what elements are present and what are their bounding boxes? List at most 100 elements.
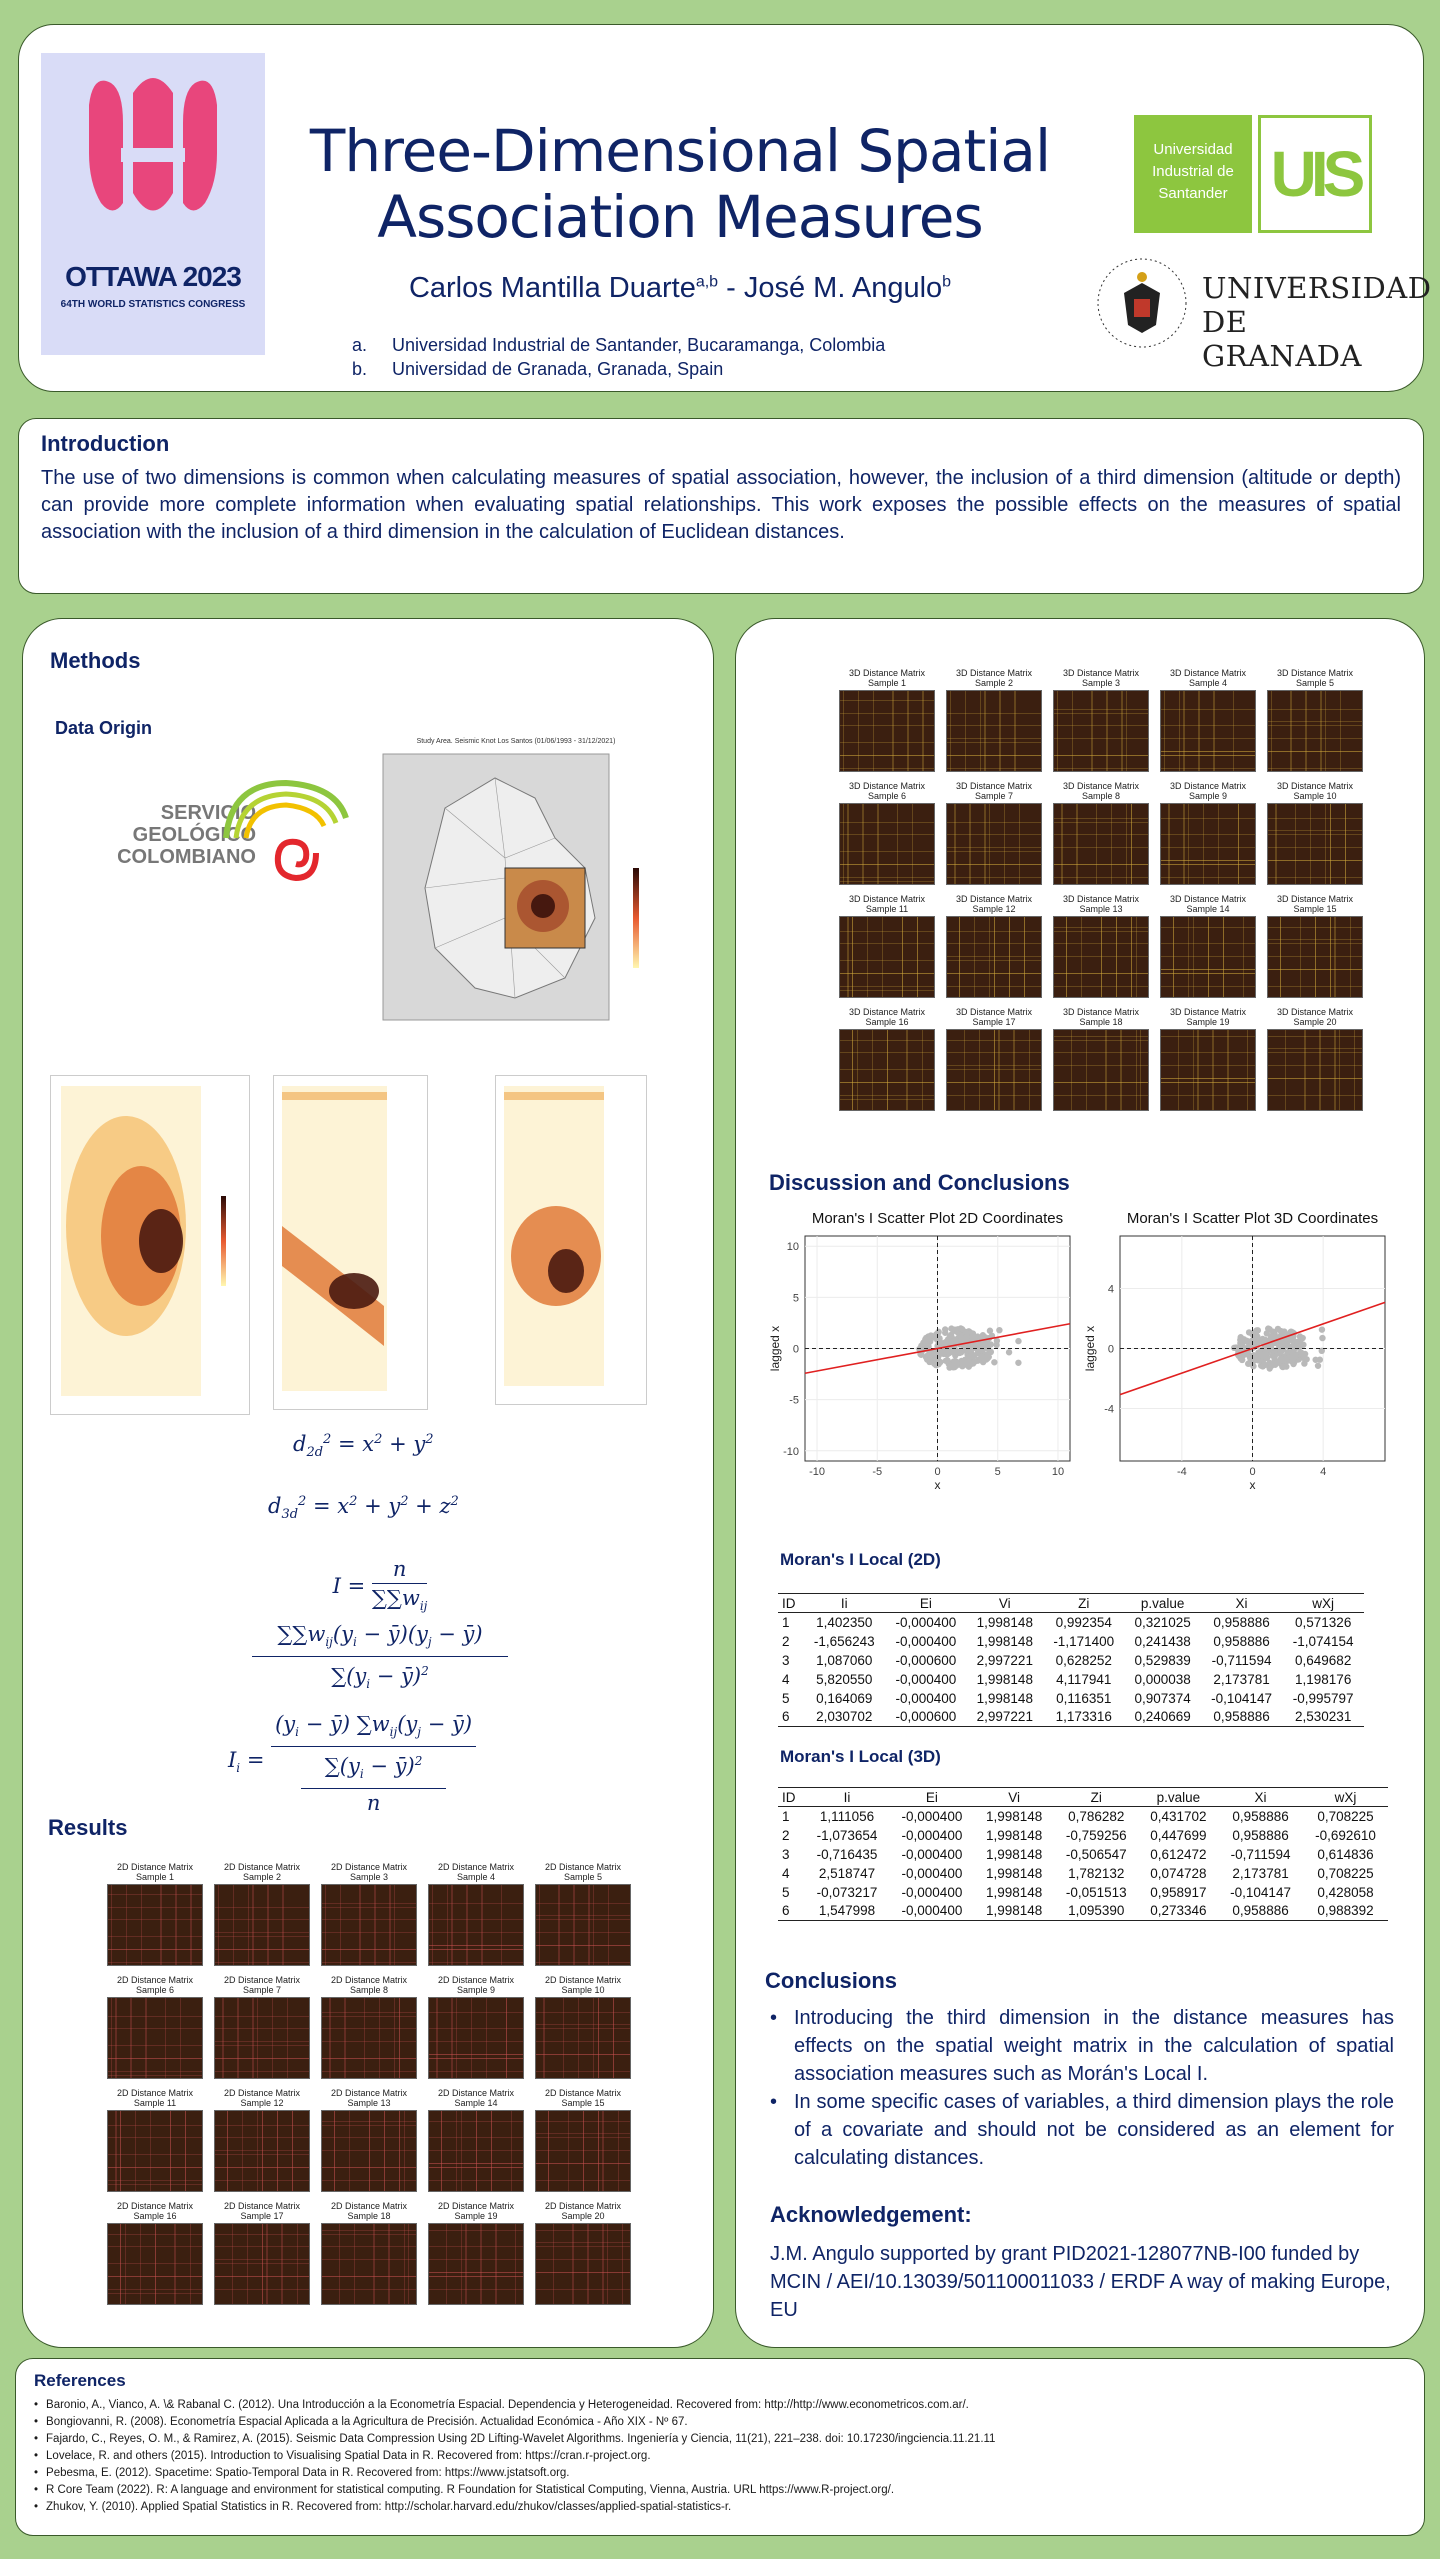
acknowledgement-heading: Acknowledgement:	[770, 2202, 972, 2227]
data-point	[1015, 1359, 1022, 1366]
table-row: 5 0,164069 -0,000400 1,998148 0,116351 0,9073…	[778, 1689, 1364, 1708]
table-header-cell: Ii	[803, 1593, 886, 1613]
matrix-label: 2D Distance Matrix Sample 2	[202, 1862, 322, 1882]
matrix-label: 3D Distance Matrix Sample 10	[1255, 781, 1375, 801]
matrix-label: 2D Distance Matrix Sample 13	[309, 2088, 429, 2108]
reference-item: Baronio, A., Vianco, A. \& Rabanal C. (2…	[34, 2397, 1406, 2414]
distance-matrix-image	[214, 2223, 310, 2305]
data-point	[969, 1360, 977, 1367]
table-cell: 0,958886	[1200, 1707, 1283, 1727]
y-axis-label: lagged x	[768, 1326, 782, 1371]
distance-matrix-image	[839, 1029, 935, 1111]
table-cell: -0,000400	[901, 1808, 963, 1824]
matrix-label: 2D Distance Matrix Sample 20	[523, 2201, 643, 2221]
epicenter-plot-1-graphic	[61, 1086, 226, 1396]
matrix-label-type: 2D Distance Matrix	[330, 1975, 408, 1985]
data-origin-heading: Data Origin	[55, 718, 153, 738]
table-cell: 1	[782, 1808, 790, 1824]
table-cell: 0,649682	[1295, 1652, 1352, 1668]
distance-matrix-image	[1053, 916, 1149, 998]
data-point	[1292, 1353, 1299, 1360]
matrix-label-sample: Sample 15	[561, 2098, 605, 2108]
table-cell: -1,656243	[813, 1633, 875, 1649]
matrix-label-type: 2D Distance Matrix	[437, 2201, 515, 2211]
matrix-label-type: 2D Distance Matrix	[116, 2088, 194, 2098]
table-cell: -0,506547	[1065, 1846, 1127, 1862]
discussion-heading: Discussion and Conclusions	[769, 1170, 1070, 1195]
matrix-label-sample: Sample 12	[972, 904, 1016, 914]
data-point	[951, 1347, 958, 1355]
table-cell: 0,992354	[1055, 1614, 1112, 1630]
matrix-label-type: 2D Distance Matrix	[223, 2088, 301, 2098]
matrix-label-type: 2D Distance Matrix	[437, 2088, 515, 2098]
table-row: 4 2,518747 -0,000400 1,998148 1,782132 0,0747…	[778, 1864, 1388, 1883]
matrix-label-sample: Sample 20	[561, 2211, 605, 2221]
table-row: 3 1,087060 -0,000600 2,997221 0,628252 0,5298…	[778, 1651, 1364, 1670]
references-list: Baronio, A., Vianco, A. \& Rabanal C. (2…	[34, 2397, 1406, 2516]
authors: Carlos Mantilla Duartea,b - José M. Angu…	[380, 272, 980, 305]
table-header-row: ID Ii Ei Vi Zi p.value Xi wXj	[778, 1593, 1364, 1613]
moran-2d-heading: Moran's I Local (2D)	[780, 1550, 941, 1569]
data-point	[996, 1326, 1003, 1334]
data-point	[1278, 1329, 1285, 1337]
table-cell: -0,711594	[1230, 1846, 1291, 1862]
distance-matrix-image	[535, 1884, 631, 1966]
matrix-label-type: 3D Distance Matrix	[848, 894, 926, 904]
matrix-label: 3D Distance Matrix Sample 16	[827, 1007, 947, 1027]
moran-scatter-3d-plot: -4 0 4 -4 0 4 x lagged x	[1083, 1235, 1386, 1492]
distance-matrix-image	[1267, 916, 1363, 998]
distance-matrix-image	[839, 916, 935, 998]
matrix-label-type: 2D Distance Matrix	[544, 2201, 622, 2211]
matrix-label-type: 3D Distance Matrix	[1276, 894, 1354, 904]
matrix-label-sample: Sample 17	[972, 1017, 1016, 1027]
table-cell: -0,000400	[895, 1671, 957, 1687]
table-cell: 1,998148	[985, 1827, 1043, 1843]
matrix-label-type: 3D Distance Matrix	[1169, 781, 1247, 791]
epicenter-plot-3	[495, 1075, 647, 1405]
table-cell: 0,241438	[1134, 1633, 1191, 1649]
y-tick-label: -10	[783, 1446, 799, 1458]
moran-scatter-2d: Moran's I Scatter Plot 2D Coordinates -1…	[765, 1210, 1080, 1505]
table-cell: 0,958886	[1213, 1633, 1270, 1649]
table-cell: 0,614836	[1317, 1846, 1374, 1862]
map-plot	[382, 753, 639, 1021]
moran-scatter-3d: Moran's I Scatter Plot 3D Coordinates -4…	[1080, 1210, 1395, 1505]
data-point	[1230, 1344, 1238, 1352]
author-separator: -	[718, 272, 744, 304]
matrix-label: 2D Distance Matrix Sample 7	[202, 1975, 322, 1995]
data-point	[1005, 1349, 1013, 1356]
formula-3d-distance: d3d2 = x2 + y2 + z2	[268, 1494, 459, 1523]
introduction-panel: Introduction The use of two dimensions i…	[18, 418, 1424, 594]
y-tick-label: 0	[793, 1344, 799, 1356]
table-cell: 0,988392	[1303, 1901, 1388, 1921]
matrix-label-sample: Sample 5	[563, 1872, 603, 1882]
isi-city: OTTAWA 2023	[65, 261, 242, 292]
x-tick-label: 4	[1320, 1466, 1326, 1478]
matrix-label-type: 2D Distance Matrix	[330, 2201, 408, 2211]
epicenter-plot-2	[273, 1075, 428, 1410]
affiliation-mark: a.	[352, 335, 368, 355]
matrix-label: 3D Distance Matrix Sample 11	[827, 894, 947, 914]
affiliation-mark: b.	[352, 359, 368, 379]
matrix-label-sample: Sample 12	[240, 2098, 284, 2108]
table-cell: 1,998148	[976, 1671, 1033, 1687]
distance-matrix-image	[1053, 1029, 1149, 1111]
matrix-label-type: 2D Distance Matrix	[223, 1975, 301, 1985]
data-point	[993, 1337, 1001, 1344]
data-point	[1319, 1334, 1326, 1342]
reference-item: Fajardo, C., Reyes, O. M., & Ramirez, A.…	[34, 2431, 1406, 2448]
table-cell: -1,074154	[1292, 1633, 1354, 1649]
distance-matrix-image	[839, 803, 935, 885]
uis-line-2: Industrial de	[1152, 163, 1234, 180]
table-cell: 1,111056	[819, 1808, 875, 1824]
distance-matrix-image	[428, 1884, 524, 1966]
data-point	[986, 1327, 994, 1334]
table-header-cell: Ii	[804, 1787, 890, 1807]
data-point	[1300, 1341, 1307, 1348]
data-point	[1289, 1348, 1296, 1355]
table-cell: 5,820550	[816, 1671, 873, 1687]
matrix-label: 3D Distance Matrix Sample 3	[1041, 668, 1161, 688]
data-point	[1318, 1326, 1326, 1333]
table-row: 5 -0,073217 -0,000400 1,998148 -0,051513 0,95…	[778, 1883, 1388, 1902]
distance-matrix-image	[946, 1029, 1042, 1111]
